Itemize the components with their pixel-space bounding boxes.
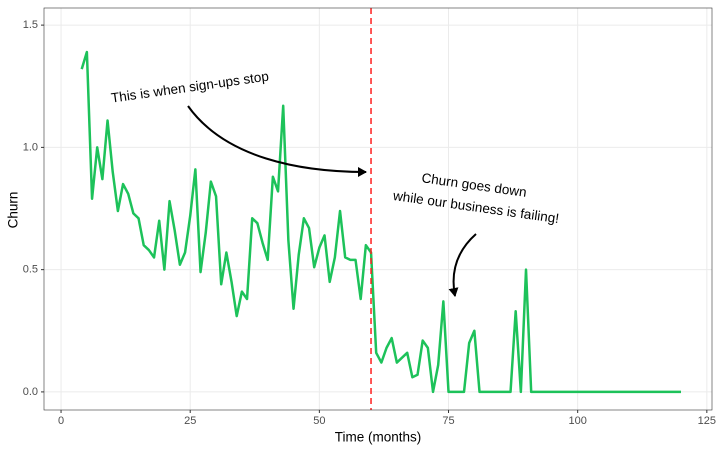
x-tick-label: 25 (184, 415, 196, 427)
y-tick-label: 0.0 (23, 386, 38, 398)
x-tick-label: 50 (313, 415, 325, 427)
y-tick-label: 1.5 (23, 19, 38, 31)
panel-border (43, 7, 713, 411)
x-tick-label: 125 (698, 415, 716, 427)
line (80, 50, 681, 394)
arrow (448, 233, 477, 297)
x-axis-title: Time (months) (335, 430, 422, 445)
y-axis-title: Churn (6, 192, 21, 229)
plot (80, 8, 681, 410)
y-tick-label: 1.0 (23, 141, 38, 153)
x-tick-label: 100 (568, 415, 586, 427)
arrow (187, 105, 367, 177)
annotation: while our business is failing! (391, 188, 560, 226)
x-tick-label: 0 (58, 415, 64, 427)
grid (44, 8, 712, 410)
x-tick-label: 75 (442, 415, 454, 427)
y-tick-label: 0.5 (23, 264, 38, 276)
